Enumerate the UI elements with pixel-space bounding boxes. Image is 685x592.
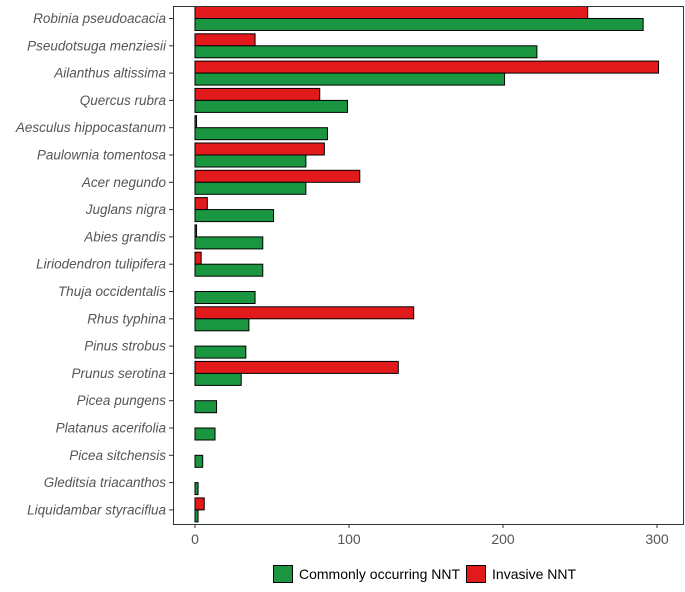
category-label-picea-sitchensis: Picea sitchensis [69,448,166,463]
plot-panel-border [173,6,684,525]
bar-invasive-nnt-paulownia-tomentosa [194,142,325,156]
bar-invasive-nnt-robinia-pseudoacacia [194,6,589,19]
legend-swatch-commonly-occurring [273,565,293,583]
bar-invasive-nnt-liquidambar-styraciflua [194,497,205,511]
bar-commonly-occurring-nnt-thuja-occidentalis [194,291,256,304]
category-label-liquidambar-styraciflua: Liquidambar styraciflua [27,502,166,517]
bars-group [194,6,660,523]
category-label-liriodendron-tulipifera: Liriodendron tulipifera [36,257,166,272]
bar-commonly-occurring-nnt-liriodendron-tulipifera [194,263,264,277]
bar-invasive-nnt-ailanthus-altissima [194,60,660,74]
category-labels: Robinia pseudoacacia Pseudotsuga menziesi… [15,11,173,517]
bar-invasive-nnt-acer-negundo [194,169,361,183]
category-label-rhus-typhina: Rhus typhina [87,311,166,326]
x-tick-label-100: 100 [337,531,361,547]
category-label-picea-pungens: Picea pungens [77,393,167,408]
category-label-gleditsia-triacanthos: Gleditsia triacanthos [44,475,167,490]
category-label-juglans-nigra: Juglans nigra [85,202,167,217]
bar-commonly-occurring-nnt-liquidambar-styraciflua [194,509,199,523]
legend: Commonly occurring NNT Invasive NNT [273,563,582,585]
category-label-platanus-acerifolia: Platanus acerifolia [56,421,167,436]
bar-commonly-occurring-nnt-quercus-rubra [194,99,348,113]
bar-commonly-occurring-nnt-paulownia-tomentosa [194,154,307,168]
category-label-quercus-rubra: Quercus rubra [80,93,167,108]
bar-commonly-occurring-nnt-juglans-nigra [194,209,275,223]
legend-label-commonly-occurring: Commonly occurring NNT [299,566,461,582]
bar-commonly-occurring-nnt-ailanthus-altissima [194,72,506,86]
x-tick-label-300: 300 [645,531,669,547]
bar-invasive-nnt-aesculus-hippocastanum [194,115,198,129]
bar-invasive-nnt-abies-grandis [194,224,198,238]
bar-invasive-nnt-juglans-nigra [194,197,208,211]
category-label-aesculus-hippocastanum: Aesculus hippocastanum [15,120,166,135]
legend-swatch-invasive [466,565,487,583]
x-tick-label-0: 0 [191,531,199,547]
bar-commonly-occurring-nnt-prunus-serotina [194,372,242,386]
bar-commonly-occurring-nnt-gleditsia-triacanthos [194,482,199,496]
bar-commonly-occurring-nnt-picea-sitchensis [194,454,204,468]
category-label-prunus-serotina: Prunus serotina [71,366,166,381]
x-axis: 0 100 200 300 [191,524,669,547]
bar-invasive-nnt-prunus-serotina [194,360,399,374]
x-tick-label-200: 200 [491,531,515,547]
bar-commonly-occurring-nnt-rhus-typhina [194,318,250,332]
category-label-thuja-occidentalis: Thuja occidentalis [58,284,166,299]
legend-label-invasive: Invasive NNT [492,566,577,582]
bar-invasive-nnt-pseudotsuga-menziesii [194,33,256,47]
category-label-robinia-pseudoacacia: Robinia pseudoacacia [33,11,166,26]
bar-invasive-nnt-liriodendron-tulipifera [194,251,202,265]
category-label-paulownia-tomentosa: Paulownia tomentosa [37,148,167,163]
bar-invasive-nnt-rhus-typhina [194,306,415,320]
category-label-abies-grandis: Abies grandis [83,229,166,244]
legend-item-commonly-occurring: Commonly occurring NNT [273,565,460,583]
legend-item-invasive: Invasive NNT [466,565,576,583]
bar-invasive-nnt-quercus-rubra [194,87,321,101]
bar-commonly-occurring-nnt-pseudotsuga-menziesii [194,45,538,59]
bar-commonly-occurring-nnt-platanus-acerifolia [194,427,216,441]
bar-commonly-occurring-nnt-pinus-strobus [194,345,247,359]
bar-commonly-occurring-nnt-acer-negundo [194,181,307,195]
category-label-acer-negundo: Acer negundo [81,175,167,190]
bar-commonly-occurring-nnt-aesculus-hippocastanum [194,127,328,141]
bar-chart: Robinia pseudoacacia Pseudotsuga menziesi… [15,6,684,547]
category-label-pseudotsuga-menziesii: Pseudotsuga menziesii [27,38,167,53]
bar-commonly-occurring-nnt-picea-pungens [194,400,218,414]
category-label-pinus-strobus: Pinus strobus [84,339,166,354]
bar-commonly-occurring-nnt-abies-grandis [194,236,264,250]
bar-commonly-occurring-nnt-robinia-pseudoacacia [194,18,644,31]
category-label-ailanthus-altissima: Ailanthus altissima [53,66,166,81]
